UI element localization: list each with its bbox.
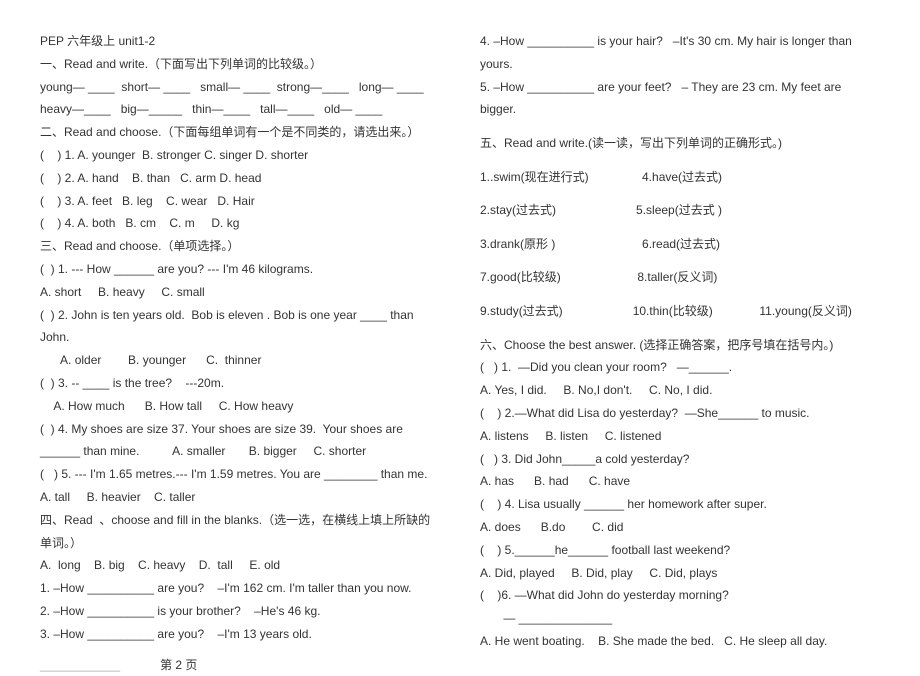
left-line: 一、Read and write.（下面写出下列单词的比较级。） (40, 53, 440, 76)
left-line: 1. –How __________ are you? –I'm 162 cm.… (40, 577, 440, 600)
left-line: ( ) 5. --- I'm 1.65 metres.--- I'm 1.59 … (40, 463, 440, 486)
right-line (480, 222, 880, 233)
left-line: ( ) 2. John is ten years old. Bob is ele… (40, 304, 440, 350)
left-line: A. How much B. How tall C. How heavy (40, 395, 440, 418)
right-column: 4. –How __________ is your hair? –It's 3… (480, 30, 880, 676)
left-line: young— ____ short— ____ small— ____ stro… (40, 76, 440, 99)
right-line: A. has B. had C. have (480, 470, 880, 493)
right-line: 4. –How __________ is your hair? –It's 3… (480, 30, 880, 76)
right-line (480, 323, 880, 334)
right-line: A. Did, played B. Did, play C. Did, play… (480, 562, 880, 585)
left-line: 三、Read and choose.（单项选择。） (40, 235, 440, 258)
right-line: 2.stay(过去式) 5.sleep(过去式 ) (480, 199, 880, 222)
right-line: — ______________ (480, 607, 880, 630)
right-line (480, 155, 880, 166)
right-line: A. He went boating. B. She made the bed.… (480, 630, 880, 653)
right-line: 9.study(过去式) 10.thin(比较级) 11.young(反义词) (480, 300, 880, 323)
right-line: A. listens B. listen C. listened (480, 425, 880, 448)
left-line: A. long B. big C. heavy D. tall E. old (40, 554, 440, 577)
left-line: ( ) 2. A. hand B. than C. arm D. head (40, 167, 440, 190)
right-line: ( ) 5.______he______ football last weeke… (480, 539, 880, 562)
right-line (480, 121, 880, 132)
left-line: ( ) 3. A. feet B. leg C. wear D. Hair (40, 190, 440, 213)
left-line: ( ) 3. -- ____ is the tree? ---20m. (40, 372, 440, 395)
left-line: ( ) 1. --- How ______ are you? --- I'm 4… (40, 258, 440, 281)
left-line: A. short B. heavy C. small (40, 281, 440, 304)
page-number: 第 2 页 (160, 658, 197, 672)
right-line (480, 256, 880, 267)
right-line: 五、Read and write.(读一读，写出下列单词的正确形式。) (480, 132, 880, 155)
left-line: A. older B. younger C. thinner (40, 349, 440, 372)
left-column: PEP 六年级上 unit1-2 一、Read and write.（下面写出下… (40, 30, 440, 676)
left-line: ( ) 4. A. both B. cm C. m D. kg (40, 212, 440, 235)
right-line: 1..swim(现在进行式) 4.have(过去式) (480, 166, 880, 189)
left-line: ( ) 1. A. younger B. stronger C. singer … (40, 144, 440, 167)
left-line: ( ) 4. My shoes are size 37. Your shoes … (40, 418, 440, 464)
left-line: A. tall B. heavier C. taller (40, 486, 440, 509)
right-line (480, 289, 880, 300)
right-line: 3.drank(原形 ) 6.read(过去式) (480, 233, 880, 256)
right-line: A. Yes, I did. B. No,I don't. C. No, I d… (480, 379, 880, 402)
left-line: heavy—____ big—_____ thin—____ tall—____… (40, 98, 440, 121)
page-number-row: ____________第 2 页 (40, 654, 440, 676)
right-line: ( ) 1. —Did you clean your room? —______… (480, 356, 880, 379)
right-line (480, 188, 880, 199)
left-line: 二、Read and choose.（下面每组单词有一个是不同类的，请选出来。） (40, 121, 440, 144)
right-line: ( ) 2.—What did Lisa do yesterday? —She_… (480, 402, 880, 425)
right-line: ( ) 3. Did John_____a cold yesterday? (480, 448, 880, 471)
right-line: A. does B.do C. did (480, 516, 880, 539)
right-line: 7.good(比较级) 8.taller(反义词) (480, 266, 880, 289)
right-line: ( ) 4. Lisa usually ______ her homework … (480, 493, 880, 516)
left-line: 2. –How __________ is your brother? –He'… (40, 600, 440, 623)
left-line: 3. –How __________ are you? –I'm 13 year… (40, 623, 440, 646)
right-line: 六、Choose the best answer. (选择正确答案，把序号填在括… (480, 334, 880, 357)
right-line: ( )6. —What did John do yesterday mornin… (480, 584, 880, 607)
left-line: 四、Read 、choose and fill in the blanks.（选… (40, 509, 440, 555)
right-line: 5. –How __________ are your feet? – They… (480, 76, 880, 122)
doc-title: PEP 六年级上 unit1-2 (40, 30, 440, 53)
